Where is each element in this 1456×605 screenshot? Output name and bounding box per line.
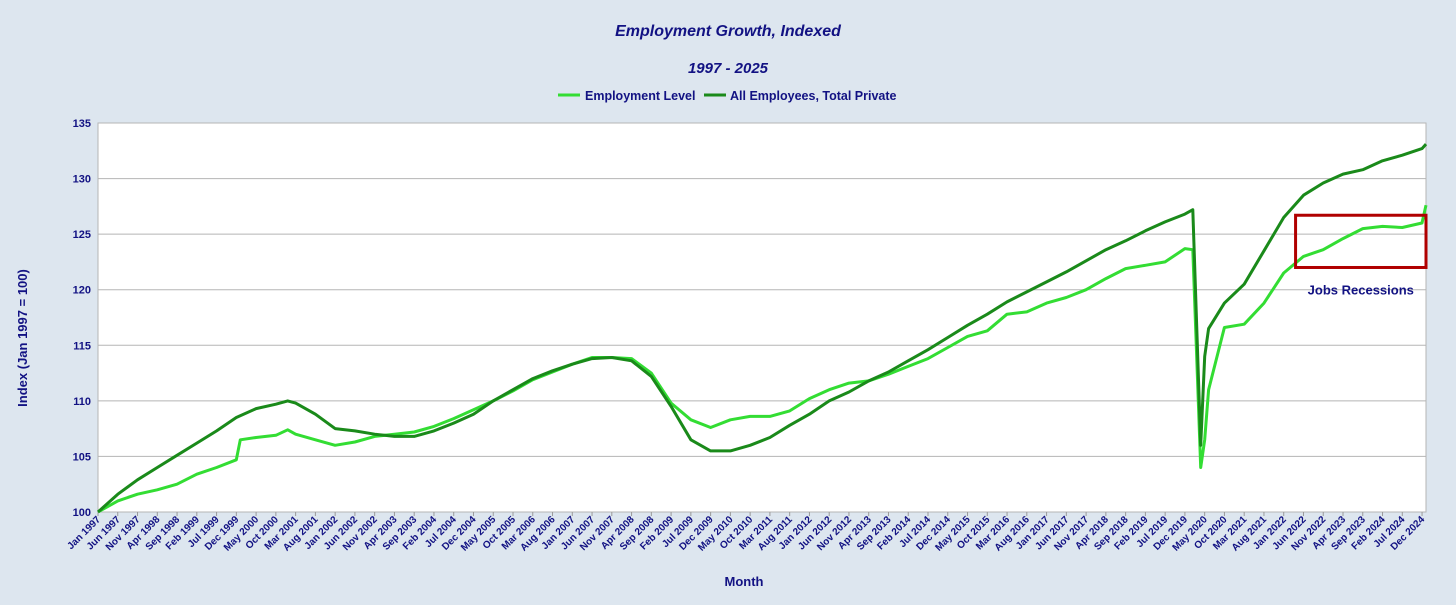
series-line-employment-level: [97, 204, 1428, 514]
y-tick-label: 125: [73, 229, 91, 241]
legend-label-employment-level: Employment Level: [585, 89, 695, 103]
legend: Employment Level All Employees, Total Pr…: [558, 89, 897, 103]
y-tick-label: 130: [73, 174, 91, 186]
y-tick-label: 115: [73, 340, 91, 352]
chart-title: Employment Growth, Indexed: [615, 23, 842, 40]
y-tick-label: 110: [73, 396, 91, 408]
series-line-all-employees-total-private: [96, 143, 1428, 514]
y-tick-label: 135: [73, 118, 91, 130]
series-lines: [96, 143, 1428, 514]
chart-subtitle: 1997 - 2025: [688, 60, 769, 77]
y-tick-label: 120: [73, 285, 91, 297]
grid-lines: [98, 122, 1426, 513]
legend-label-total-private: All Employees, Total Private: [730, 89, 897, 103]
x-axis-title: Month: [725, 574, 764, 589]
y-tick-label: 100: [73, 507, 91, 519]
y-axis-ticks: 100 105 110 115 120 125 130 135: [73, 118, 91, 519]
y-tick-label: 105: [73, 451, 91, 463]
jobs-recessions-label: Jobs Recessions: [1308, 282, 1414, 297]
annotation-group: Jobs Recessions: [1294, 213, 1428, 297]
y-axis-title: Index (Jan 1997 = 100): [15, 269, 30, 407]
plot-area: [97, 122, 1427, 513]
jobs-recessions-box: [1294, 213, 1428, 269]
